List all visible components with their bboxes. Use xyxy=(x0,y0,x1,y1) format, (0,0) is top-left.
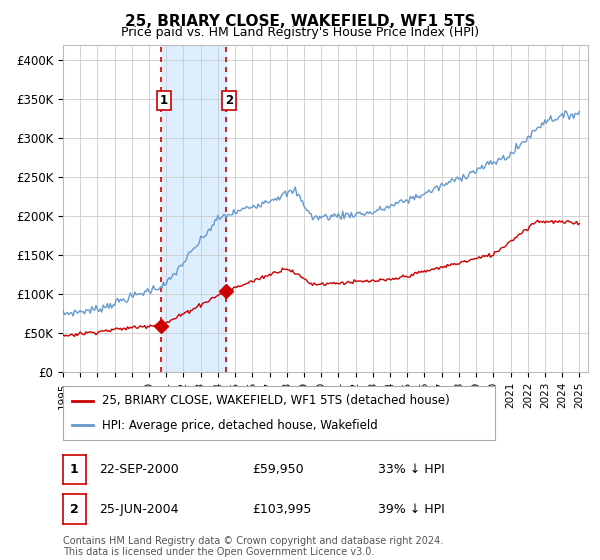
Text: 1: 1 xyxy=(70,463,79,477)
Text: £103,995: £103,995 xyxy=(252,502,311,516)
Text: HPI: Average price, detached house, Wakefield: HPI: Average price, detached house, Wake… xyxy=(102,419,377,432)
Text: 2: 2 xyxy=(224,94,233,107)
Text: 25-JUN-2004: 25-JUN-2004 xyxy=(99,502,179,516)
Text: £59,950: £59,950 xyxy=(252,463,304,477)
Text: 33% ↓ HPI: 33% ↓ HPI xyxy=(378,463,445,477)
Text: Contains HM Land Registry data © Crown copyright and database right 2024.
This d: Contains HM Land Registry data © Crown c… xyxy=(63,535,443,557)
Text: Price paid vs. HM Land Registry's House Price Index (HPI): Price paid vs. HM Land Registry's House … xyxy=(121,26,479,39)
Text: 22-SEP-2000: 22-SEP-2000 xyxy=(99,463,179,477)
Text: 25, BRIARY CLOSE, WAKEFIELD, WF1 5TS: 25, BRIARY CLOSE, WAKEFIELD, WF1 5TS xyxy=(125,14,475,29)
Text: 39% ↓ HPI: 39% ↓ HPI xyxy=(378,502,445,516)
Text: 2: 2 xyxy=(70,502,79,516)
Text: 1: 1 xyxy=(160,94,168,107)
Text: 25, BRIARY CLOSE, WAKEFIELD, WF1 5TS (detached house): 25, BRIARY CLOSE, WAKEFIELD, WF1 5TS (de… xyxy=(102,394,449,407)
Bar xyxy=(161,45,226,372)
